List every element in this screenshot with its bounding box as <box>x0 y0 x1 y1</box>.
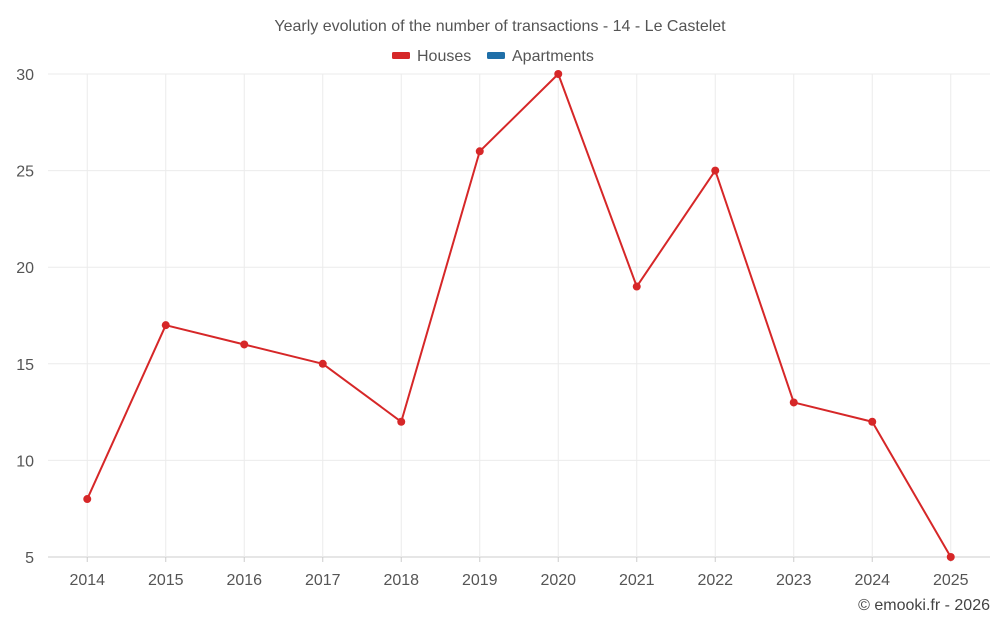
data-point-houses-2025[interactable] <box>946 553 955 561</box>
credit-text: © emooki.fr - 2026 <box>858 597 990 614</box>
data-point-houses-2022[interactable] <box>711 166 720 175</box>
data-point-houses-2015[interactable] <box>161 321 170 330</box>
data-point-houses-2019[interactable] <box>475 147 484 156</box>
data-point-houses-2021[interactable] <box>632 282 641 291</box>
legend-item-houses[interactable]: Houses <box>392 48 471 65</box>
x-tick-label: 2020 <box>540 572 576 589</box>
y-axis: 5 10 15 20 25 30 <box>16 67 34 567</box>
series-line-houses <box>86 73 952 558</box>
x-tick-label: 2024 <box>854 572 890 589</box>
data-point-houses-2017[interactable] <box>318 359 327 368</box>
grid <box>48 73 990 558</box>
legend-item-apartments[interactable]: Apartments <box>487 48 594 65</box>
x-tick-label: 2019 <box>462 572 498 589</box>
legend-label-houses: Houses <box>417 48 471 65</box>
x-tick-label: 2017 <box>305 572 341 589</box>
y-tick-label: 5 <box>25 550 34 567</box>
series-layer <box>83 70 955 561</box>
data-point-houses-2016[interactable] <box>240 340 249 349</box>
chart-title: Yearly evolution of the number of transa… <box>274 18 726 35</box>
y-tick-label: 20 <box>16 260 34 277</box>
legend-swatch-apartments <box>487 52 505 59</box>
legend: Houses Apartments <box>392 48 594 65</box>
y-tick-label: 10 <box>16 453 34 470</box>
y-tick-label: 25 <box>16 164 34 181</box>
x-tick-label: 2014 <box>69 572 105 589</box>
x-tick-label: 2022 <box>697 572 733 589</box>
data-point-houses-2018[interactable] <box>397 417 406 426</box>
data-point-houses-2020[interactable] <box>554 70 563 78</box>
x-tick-label: 2015 <box>148 572 184 589</box>
x-tick-label: 2023 <box>776 572 812 589</box>
y-tick-label: 30 <box>16 67 34 84</box>
y-tick-label: 15 <box>16 357 34 374</box>
x-tick-label: 2016 <box>226 572 262 589</box>
data-point-houses-2024[interactable] <box>868 417 877 426</box>
data-point-houses-2014[interactable] <box>83 495 92 504</box>
legend-label-apartments: Apartments <box>512 48 594 65</box>
x-tick-label: 2025 <box>933 572 969 589</box>
legend-swatch-houses <box>392 52 410 59</box>
data-point-houses-2023[interactable] <box>789 398 798 407</box>
x-tick-label: 2021 <box>619 572 655 589</box>
x-tick-label: 2018 <box>383 572 419 589</box>
x-axis: 2014 2015 2016 2017 2018 2019 2020 2021 2022 2023… <box>69 557 969 589</box>
